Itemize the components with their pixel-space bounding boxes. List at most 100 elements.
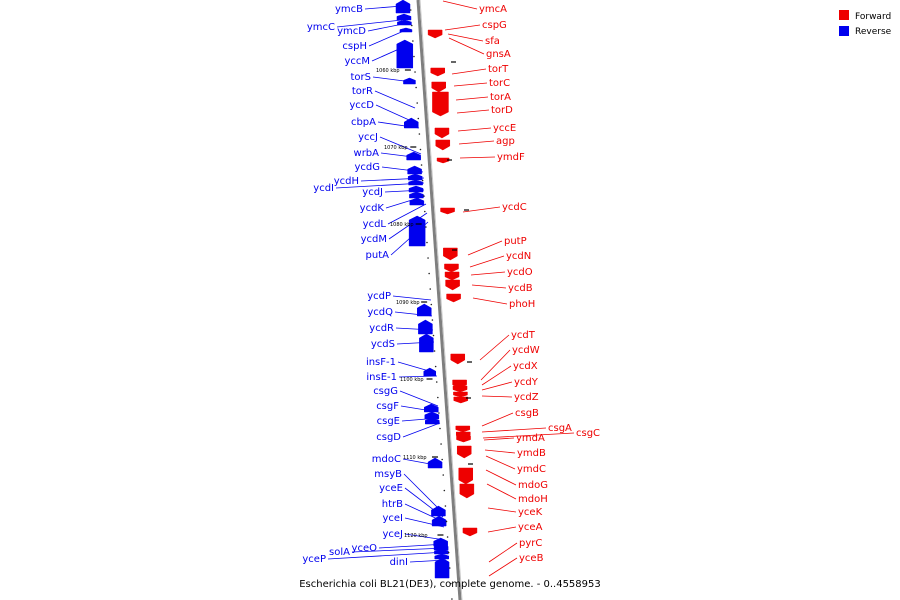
gene-label-ycdQ: ycdQ [367,307,393,318]
leader-line [387,203,427,225]
gene-label-ycdR: ycdR [369,323,394,334]
gene-arrow [435,139,451,151]
tick-dot [450,582,452,585]
genome-caption: Escherichia coli BL21(DE3), complete gen… [299,579,601,590]
gene-arrows [395,0,478,579]
gene-arrow [409,191,424,199]
leader-line [458,140,495,145]
genome-backbone [416,0,463,600]
gene-arrow [456,445,472,459]
gene-label-ymcC: ymcC [307,22,335,33]
tick-dot [415,86,417,89]
tick-dot [422,195,425,197]
gene-label-ycdM: ycdM [361,234,387,245]
gene-arrow [445,279,460,291]
gene-label-wrbA: wrbA [354,148,380,159]
gene-label-putP: putP [504,236,527,247]
leader-line [448,37,485,55]
gene-label-ymcD: ymcD [337,26,366,37]
gene-label-ycdP: ycdP [367,291,391,302]
gene-arrow [417,303,432,317]
gene-label-cspH: cspH [342,41,367,52]
tick-dot [427,257,429,259]
leader-line [486,483,517,500]
gene-label-csgE: csgE [377,416,400,427]
gene-arrow [407,165,422,175]
gene-label-yccE: yccE [493,123,516,134]
gene-label-insE-1: insE-1 [366,372,397,383]
gene-arrow [403,77,416,85]
leader-line [442,0,478,10]
tick-dot [426,241,428,244]
gene-label-ycdC: ycdC [502,202,527,213]
scale-label: 1110 kbp [403,455,427,461]
gene-arrow [433,537,448,547]
tick-dot [419,148,422,151]
gene-label-torT: torT [488,64,509,75]
tick-dot [442,474,445,476]
leader-line [402,422,441,438]
leader-line [470,271,506,276]
gene-arrow [427,29,443,39]
gene-label-mdoH: mdoH [518,494,548,505]
tick-dot [451,598,453,600]
tick-dot [446,536,449,538]
gene-arrow [443,247,458,261]
gene-arrow [462,527,478,537]
tick-dot [424,210,426,213]
gene-label-ycdJ: ycdJ [362,187,383,198]
leader-line [488,557,518,577]
leader-line [457,127,492,132]
gene-label-csgC: csgC [576,428,600,439]
tick-dot [435,381,438,383]
tick-dot [420,164,423,166]
tick-dot [444,505,447,507]
gene-label-insF-1: insF-1 [366,357,396,368]
gene-arrow [455,425,471,433]
gene-label-yceI: yceI [382,513,403,524]
leader-line [456,109,490,114]
leader-line [392,295,432,301]
gene-arrow [431,515,447,527]
tick-dot [440,443,442,445]
gene-arrow [444,263,459,273]
tick-dot [448,567,451,569]
tick-dot [409,9,412,11]
gene-label-yccJ: yccJ [358,132,378,143]
leader-line [483,437,515,441]
gene-arrow [424,403,439,413]
tick-dot [431,319,434,321]
scale-label: 1070 kbp [384,145,408,151]
gene-arrow [427,457,443,469]
gene-arrow [399,27,413,33]
leader-line [481,427,547,433]
gene-label-ycdG: ycdG [354,162,380,173]
gene-arrow [453,391,468,398]
leader-line [351,547,447,553]
gene-arrow [408,215,426,247]
tick-dot [443,489,446,492]
gene-arrow [397,19,412,26]
scale-label: 1100 kbp [400,377,424,383]
leader-line [482,432,575,439]
gene-label-ymdA: ymdA [516,433,545,444]
gene-label-ycdI: ycdI [313,183,334,194]
leader-line [388,212,428,240]
tick-dot [421,179,424,182]
gene-label-ymdC: ymdC [517,464,546,475]
leader-line [403,473,443,513]
gene-label-ycdZ: ycdZ [514,392,539,403]
leader-line [481,412,514,427]
tick-dot [433,350,436,352]
tick-dot [417,117,420,120]
gene-label-ycdS: ycdS [371,339,395,350]
gene-label-yceO: yceO [352,543,378,554]
gene-arrow [424,411,440,420]
leader-line [472,297,508,305]
gene-arrow [406,151,421,161]
legend-reverse-swatch [839,26,849,36]
gene-arrow [453,396,469,404]
gene-label-mdoC: mdoC [372,454,401,465]
tick-dot [428,272,430,275]
